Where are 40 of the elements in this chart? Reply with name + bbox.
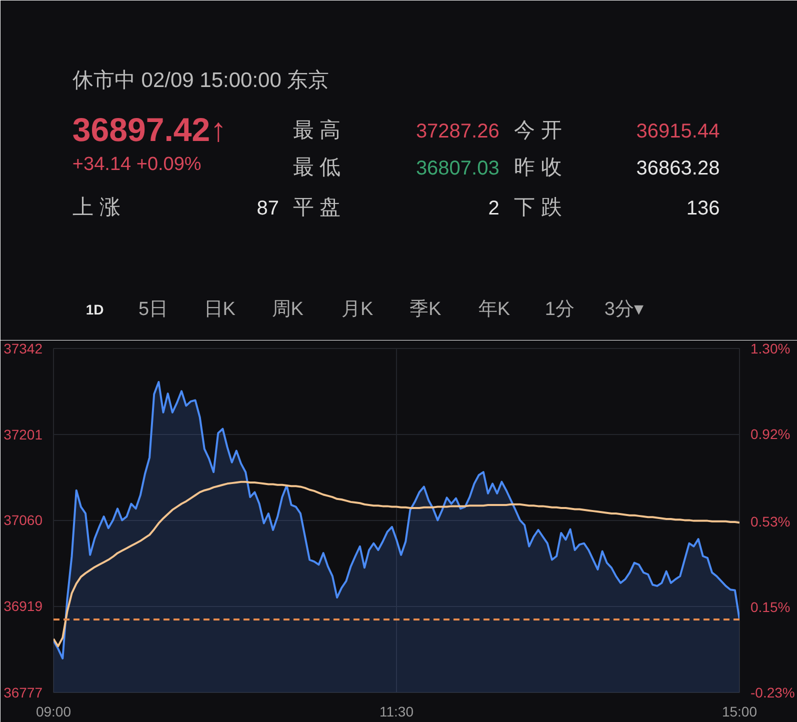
text: 最 高: [292, 119, 341, 142]
text: 年K: [478, 299, 510, 320]
text: 日K: [204, 299, 236, 320]
text: +34.14 +0.09%: [72, 154, 202, 175]
y-tick-label: 37342: [4, 340, 43, 356]
text: 37287.26: [416, 120, 500, 142]
text: 3分▾: [604, 299, 644, 320]
y-tick-label: 37060: [4, 512, 43, 528]
y2-tick-label: 1.30%: [750, 340, 790, 356]
x-tick-label: 15:00: [722, 704, 758, 720]
text: 月K: [342, 299, 374, 320]
y2-tick-label: 0.53%: [750, 514, 790, 530]
x-tick-label: 11:30: [380, 704, 414, 720]
text: 36915.44: [636, 120, 720, 142]
text: 5日: [138, 299, 168, 320]
text: 2: [488, 198, 500, 220]
text: 最 低: [292, 156, 341, 179]
y2-tick-label: 0.15%: [750, 599, 790, 616]
text: 休市中 02/09 15:00:00 东京: [72, 69, 330, 92]
text: 平 盘: [292, 196, 341, 219]
text: 87: [256, 198, 280, 220]
y2-tick-label: 0.92%: [750, 426, 790, 442]
text: 1分: [544, 299, 574, 320]
text: 36863.28: [636, 158, 720, 180]
y-tick-label: 36919: [4, 598, 43, 614]
text: 上 涨: [72, 196, 120, 219]
text: 36897.42↑: [72, 111, 227, 148]
text: 36807.03: [416, 158, 500, 180]
text: 周K: [272, 299, 304, 320]
text: 昨 收: [514, 156, 562, 179]
text: 136: [686, 198, 720, 220]
y-tick-label: 37201: [4, 426, 43, 442]
text: 下 跌: [514, 196, 562, 219]
y2-tick-label: -0.23%: [750, 684, 795, 700]
text: 季K: [410, 299, 442, 320]
text: 1D: [86, 302, 104, 318]
y-tick-label: 36777: [4, 684, 43, 700]
line-series: [54, 480, 740, 648]
text: 今 开: [514, 119, 562, 142]
x-tick-label: 09:00: [36, 704, 72, 720]
